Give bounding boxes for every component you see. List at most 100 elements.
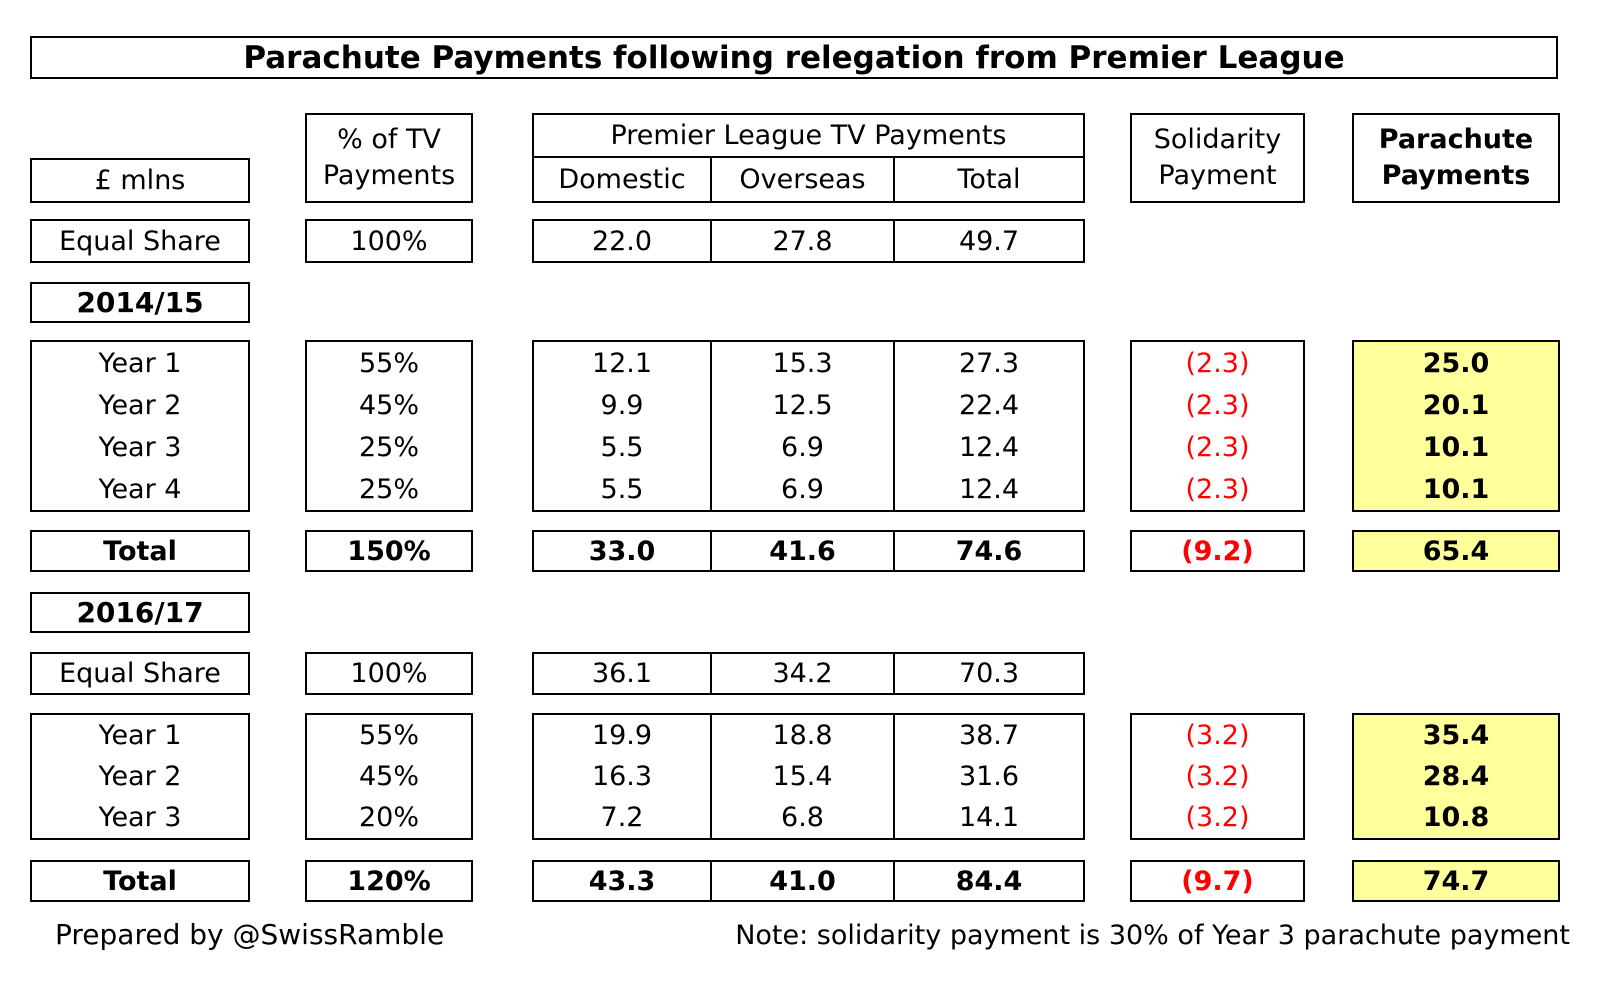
year3-pct-2016: 20% [358,802,419,833]
parachute-values-2014: 25.0 20.1 10.1 10.1 [1352,340,1560,512]
year1-overseas-2016: 18.8 [772,720,833,751]
year3-total: 12.4 [958,431,1020,463]
year1-overseas: 15.3 [772,347,833,379]
year3-domestic: 5.5 [600,431,644,463]
equal-share-pct-2016: 100% [350,658,428,689]
year1-pct-2016: 55% [358,720,419,751]
credit-text: Prepared by @SwissRamble [55,918,445,951]
year1-label-2016: Year 1 [98,720,182,751]
equal-share-label-2016: Equal Share [59,658,221,689]
total-label-cell-2016: Total [30,860,250,902]
year2-total: 22.4 [958,389,1020,421]
year2-pct: 45% [358,389,419,421]
equal-share-label-cell-2016: Equal Share [30,652,250,695]
year2-domestic-2016: 16.3 [591,761,653,792]
year-rows-2014: Year 1 Year 2 Year 3 Year 4 55% 45% 25% … [30,340,1600,512]
year3-solidarity-2016: (3.2) [1185,802,1250,833]
total-parachute-cell-2014: 65.4 [1352,530,1560,572]
year1-parachute: 25.0 [1422,347,1490,379]
year4-solidarity: (2.3) [1185,473,1250,505]
year3-label-2016: Year 3 [98,802,182,833]
year3-solidarity: (2.3) [1185,431,1250,463]
total-overseas-2014: 41.6 [769,535,836,567]
year1-pct: 55% [358,347,419,379]
year-labels-2016: Year 1 Year 2 Year 3 [30,713,250,840]
unit-label: £ mlns [94,165,186,196]
domestic-values-2014: 12.1 9.9 5.5 5.5 [534,342,710,510]
equal-share-label: Equal Share [59,225,221,257]
total-parachute-2014: 65.4 [1422,535,1490,567]
total-tv-cells-2014: 33.0 41.6 74.6 [532,530,1085,572]
equal-share-pct-cell: 100% [305,219,473,263]
overseas-values-2016: 18.8 15.4 6.8 [710,715,893,838]
season-label-cell-2014: 2014/15 [30,282,250,323]
equal-share-label-cell: Equal Share [30,219,250,263]
equal-share-domestic: 22.0 [591,225,653,257]
year2-parachute-2016: 28.4 [1422,761,1490,792]
total-parachute-2016: 74.7 [1422,865,1490,897]
total-tv-cells-2016: 43.3 41.0 84.4 [532,860,1085,902]
season-label-2014: 2014/15 [76,286,204,319]
total-label-2016: Total [103,865,177,897]
year3-label: Year 3 [98,431,182,463]
year3-domestic-2016: 7.2 [600,802,644,833]
year-tv-cells-2016: 19.9 16.3 7.2 18.8 15.4 6.8 38.7 31.6 14… [532,713,1085,840]
year4-domestic: 5.5 [600,473,644,505]
total-overseas-2016: 41.0 [769,865,836,897]
year1-label: Year 1 [98,347,182,379]
year3-pct: 25% [358,431,419,463]
total-values-2014: 27.3 22.4 12.4 12.4 [893,342,1083,510]
season-label-cell-2016: 2016/17 [30,592,250,633]
total-pct-cell-2016: 120% [305,860,473,902]
equal-share-pct-cell-2016: 100% [305,652,473,695]
year1-total: 27.3 [958,347,1020,379]
year1-solidarity-2016: (3.2) [1185,720,1250,751]
solidarity-header-cell: Solidarity Payment [1130,113,1305,203]
year-tv-cells-2014: 12.1 9.9 5.5 5.5 15.3 12.5 6.9 6.9 27.3 … [532,340,1085,512]
total-total-2014: 74.6 [955,535,1023,567]
parachute-header-line1: Parachute [1378,124,1534,156]
equal-share-overseas: 27.8 [772,225,833,257]
total-values-2016: 38.7 31.6 14.1 [893,715,1083,838]
tv-group-label: Premier League TV Payments [534,115,1083,158]
overseas-values-2014: 15.3 12.5 6.9 6.9 [710,342,893,510]
total-total-2016: 84.4 [955,865,1023,897]
domestic-values-2016: 19.9 16.3 7.2 [534,715,710,838]
total-parachute-cell-2016: 74.7 [1352,860,1560,902]
total-pct-2016: 120% [347,865,431,897]
year2-label-2016: Year 2 [98,761,182,792]
equal-share-total-2016: 70.3 [958,658,1020,689]
year1-parachute-2016: 35.4 [1422,720,1490,751]
year1-total-2016: 38.7 [958,720,1020,751]
year1-domestic: 12.1 [591,347,653,379]
total-domestic-2016: 43.3 [588,865,656,897]
year4-parachute: 10.1 [1422,473,1490,505]
unit-header-cell: £ mlns [30,158,250,203]
year3-total-2016: 14.1 [958,802,1020,833]
tv-payments-header-group: Premier League TV Payments Domestic Over… [532,113,1085,203]
total-domestic-2014: 33.0 [588,535,656,567]
total-row-2014: Total 150% 33.0 41.6 74.6 (9.2) 65.4 [30,530,1600,572]
year2-overseas: 12.5 [772,389,833,421]
year4-total: 12.4 [958,473,1020,505]
pct-header-cell: % of TV Payments [305,113,473,203]
year2-domestic: 9.9 [600,389,644,421]
season-row-2014: 2014/15 [30,282,1600,323]
note-text: Note: solidarity payment is 30% of Year … [735,920,1570,951]
year-rows-2016: Year 1 Year 2 Year 3 55% 45% 20% 19.9 16… [30,713,1600,840]
pct-header-line2: Payments [322,160,456,191]
year1-domestic-2016: 19.9 [591,720,653,751]
total-pct-2014: 150% [347,535,431,567]
parachute-header-line2: Payments [1381,160,1531,191]
total-label-cell-2014: Total [30,530,250,572]
equal-share-tv-cells-2016: 36.1 34.2 70.3 [532,652,1085,695]
season-label-2016: 2016/17 [76,596,204,629]
solidarity-values-2016: (3.2) (3.2) (3.2) [1130,713,1305,840]
total-solidarity-cell-2016: (9.7) [1130,860,1305,902]
year4-overseas: 6.9 [781,473,824,505]
overseas-column-header: Overseas [710,158,893,201]
pct-header-line1: % of TV [337,124,441,156]
year2-label: Year 2 [98,389,182,421]
year3-overseas: 6.9 [781,431,824,463]
